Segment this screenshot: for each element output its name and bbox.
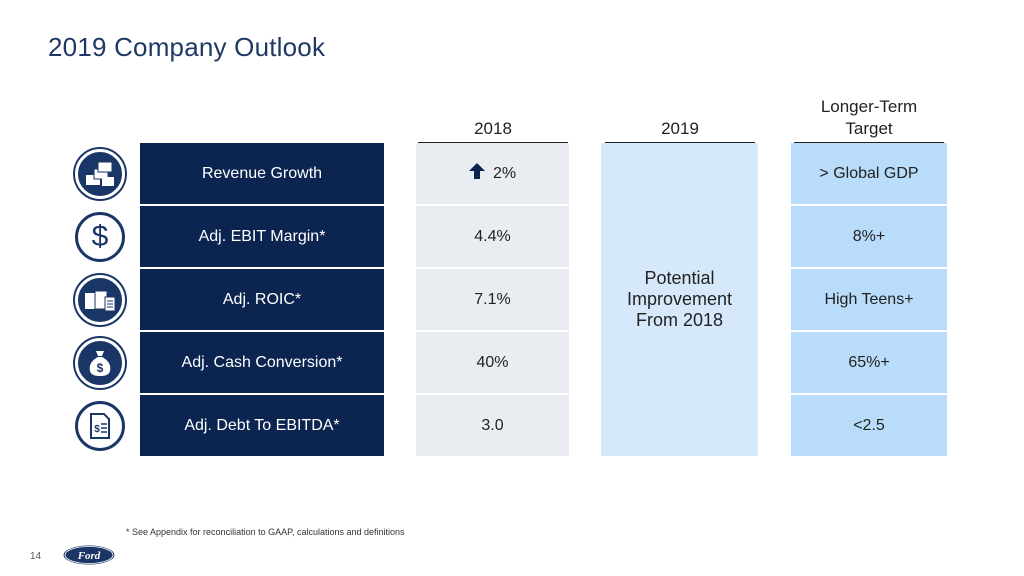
svg-text:$: $ bbox=[97, 361, 104, 375]
header-underline bbox=[794, 142, 944, 143]
value-target: 65%+ bbox=[791, 332, 947, 393]
value-target: <2.5 bbox=[791, 395, 947, 456]
value-2018: 2% bbox=[416, 143, 569, 204]
value-target-text: > Global GDP bbox=[819, 164, 919, 182]
value-target: High Teens+ bbox=[791, 269, 947, 330]
metric-label: Adj. Cash Conversion* bbox=[140, 332, 384, 393]
ford-logo: Ford bbox=[62, 544, 116, 571]
money-bag-icon: $ bbox=[75, 338, 125, 388]
money-stacks-icon bbox=[75, 149, 125, 199]
value-2018: 40% bbox=[416, 332, 569, 393]
value-target-text: 8%+ bbox=[852, 227, 886, 245]
column-header-2018-label: 2018 bbox=[474, 119, 512, 138]
value-2018-text: 4.4% bbox=[474, 227, 511, 245]
metric-label-text: Revenue Growth bbox=[201, 164, 323, 182]
column-header-2019-label: 2019 bbox=[661, 119, 699, 138]
value-2018-text: 3.0 bbox=[481, 416, 504, 434]
column-header-2018: 2018 bbox=[418, 118, 568, 143]
column-header-target: Longer-Term Target bbox=[794, 96, 944, 143]
value-target: 8%+ bbox=[791, 206, 947, 267]
financial-document-icon: $ bbox=[75, 401, 125, 451]
svg-text:$: $ bbox=[94, 424, 100, 435]
outlook-2019-line2: Improvement bbox=[626, 289, 733, 309]
metric-label: Revenue Growth bbox=[140, 143, 384, 204]
metric-label-text: Adj. ROIC* bbox=[222, 290, 302, 308]
up-arrow-icon bbox=[468, 163, 485, 184]
column-header-target-line1: Longer-Term bbox=[820, 97, 918, 116]
outlook-2019-cell: Potential Improvement From 2018 bbox=[601, 143, 758, 456]
value-target-text: <2.5 bbox=[853, 416, 885, 434]
logo-text: Ford bbox=[77, 550, 101, 562]
value-target-text: 65%+ bbox=[848, 353, 890, 371]
value-target: > Global GDP bbox=[791, 143, 947, 204]
outlook-2019-line1: Potential bbox=[644, 268, 715, 288]
page-number: 14 bbox=[30, 551, 42, 562]
value-2018: 3.0 bbox=[416, 395, 569, 456]
metric-label-text: Adj. Cash Conversion* bbox=[181, 353, 343, 371]
value-2018-text: 7.1% bbox=[474, 290, 511, 308]
investment-icon bbox=[75, 275, 125, 325]
outlook-2019-line3: From 2018 bbox=[635, 310, 724, 330]
dollar-sign-icon: $ bbox=[75, 212, 125, 262]
header-underline bbox=[605, 142, 755, 143]
value-target-text: High Teens+ bbox=[824, 290, 914, 308]
footnote: * See Appendix for reconciliation to GAA… bbox=[126, 527, 405, 537]
metric-label: Adj. Debt To EBITDA* bbox=[140, 395, 384, 456]
metric-label: Adj. ROIC* bbox=[140, 269, 384, 330]
column-header-2019: 2019 bbox=[605, 118, 755, 143]
metric-label-text: Adj. EBIT Margin* bbox=[198, 227, 326, 245]
column-header-target-line2: Target bbox=[845, 119, 893, 138]
metric-label: Adj. EBIT Margin* bbox=[140, 206, 384, 267]
value-2018-text: 2% bbox=[492, 164, 517, 182]
page-title: 2019 Company Outlook bbox=[48, 32, 326, 62]
value-2018-text: 40% bbox=[476, 353, 509, 371]
metric-label-text: Adj. Debt To EBITDA* bbox=[184, 416, 340, 434]
header-underline bbox=[418, 142, 568, 143]
value-2018: 7.1% bbox=[416, 269, 569, 330]
value-2018: 4.4% bbox=[416, 206, 569, 267]
